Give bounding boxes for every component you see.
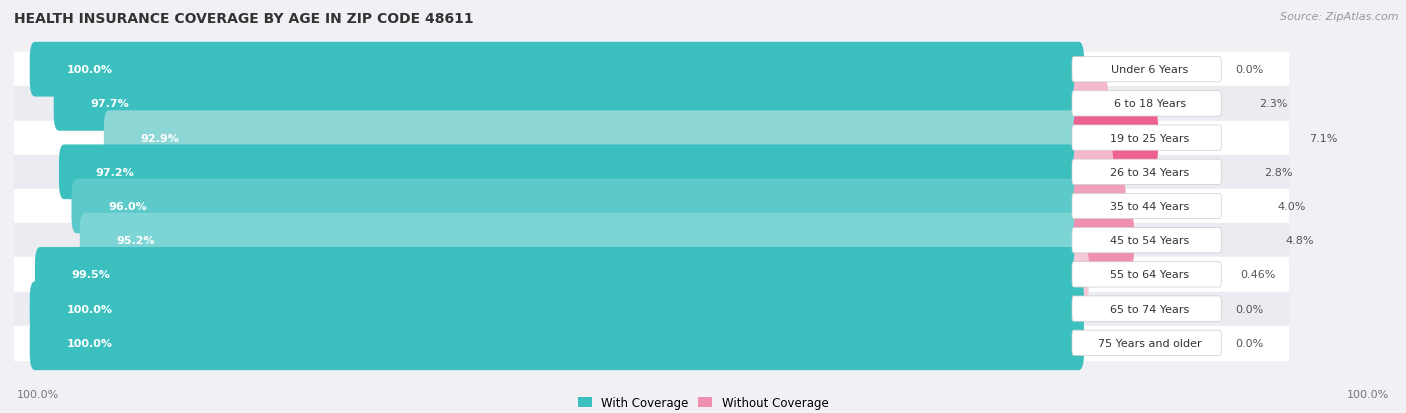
FancyBboxPatch shape [59,145,1084,199]
FancyBboxPatch shape [1071,160,1222,185]
FancyBboxPatch shape [53,77,1084,131]
Text: 100.0%: 100.0% [1347,389,1389,399]
Bar [14,121,1288,155]
FancyBboxPatch shape [1071,262,1222,287]
FancyBboxPatch shape [1071,296,1222,321]
FancyBboxPatch shape [1074,247,1088,302]
Bar [14,326,1288,360]
Text: 2.8%: 2.8% [1264,167,1294,177]
FancyBboxPatch shape [1074,77,1108,131]
FancyBboxPatch shape [1074,214,1135,268]
FancyBboxPatch shape [30,282,1084,336]
Text: 19 to 25 Years: 19 to 25 Years [1111,133,1189,143]
FancyBboxPatch shape [1074,145,1114,199]
Text: 0.46%: 0.46% [1240,270,1275,280]
FancyBboxPatch shape [72,179,1084,234]
Bar [14,190,1288,223]
FancyBboxPatch shape [1071,194,1222,219]
FancyBboxPatch shape [1071,126,1222,151]
Bar [14,258,1288,292]
FancyBboxPatch shape [30,316,1084,370]
Text: 99.5%: 99.5% [72,270,110,280]
Bar [14,155,1288,190]
Bar [14,53,1288,87]
FancyBboxPatch shape [35,247,1084,302]
Text: 100.0%: 100.0% [66,338,112,348]
Text: Under 6 Years: Under 6 Years [1111,65,1188,75]
Text: 55 to 64 Years: 55 to 64 Years [1111,270,1189,280]
Bar [14,292,1288,326]
FancyBboxPatch shape [1071,228,1222,253]
FancyBboxPatch shape [80,214,1084,268]
Text: 92.9%: 92.9% [141,133,179,143]
Bar [14,87,1288,121]
FancyBboxPatch shape [1074,179,1126,234]
Text: 75 Years and older: 75 Years and older [1098,338,1202,348]
Text: 45 to 54 Years: 45 to 54 Years [1111,236,1189,246]
Text: Source: ZipAtlas.com: Source: ZipAtlas.com [1281,12,1399,22]
Bar [14,223,1288,258]
Text: 100.0%: 100.0% [66,65,112,75]
FancyBboxPatch shape [1071,57,1222,83]
Text: 95.2%: 95.2% [117,236,155,246]
Text: 4.0%: 4.0% [1277,202,1306,211]
Text: 35 to 44 Years: 35 to 44 Years [1111,202,1189,211]
Text: 7.1%: 7.1% [1309,133,1339,143]
Text: 26 to 34 Years: 26 to 34 Years [1111,167,1189,177]
Text: 0.0%: 0.0% [1236,338,1264,348]
FancyBboxPatch shape [1071,330,1222,356]
FancyBboxPatch shape [1074,111,1159,166]
Text: 65 to 74 Years: 65 to 74 Years [1111,304,1189,314]
Text: 0.0%: 0.0% [1236,304,1264,314]
Text: 97.2%: 97.2% [96,167,134,177]
Text: 100.0%: 100.0% [66,304,112,314]
Text: 100.0%: 100.0% [17,389,59,399]
FancyBboxPatch shape [104,111,1084,166]
Text: 4.8%: 4.8% [1285,236,1315,246]
Text: 97.7%: 97.7% [90,99,129,109]
Text: 2.3%: 2.3% [1260,99,1288,109]
FancyBboxPatch shape [1071,92,1222,117]
FancyBboxPatch shape [30,43,1084,97]
Text: 6 to 18 Years: 6 to 18 Years [1114,99,1185,109]
Text: 96.0%: 96.0% [108,202,146,211]
Text: HEALTH INSURANCE COVERAGE BY AGE IN ZIP CODE 48611: HEALTH INSURANCE COVERAGE BY AGE IN ZIP … [14,12,474,26]
Text: 0.0%: 0.0% [1236,65,1264,75]
Legend: With Coverage, Without Coverage: With Coverage, Without Coverage [572,392,834,413]
